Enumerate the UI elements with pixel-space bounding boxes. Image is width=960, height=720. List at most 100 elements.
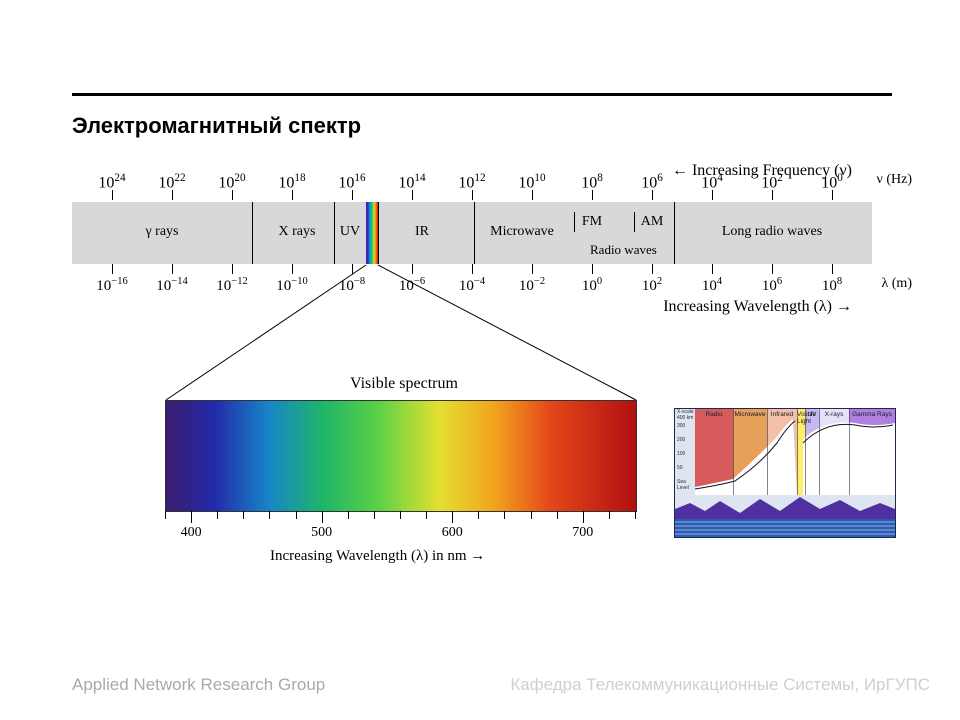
freq-tick (652, 190, 653, 200)
wave-unit: λ (m) (881, 276, 912, 292)
freq-tick (712, 190, 713, 200)
visible-tick (296, 511, 297, 519)
wave-tick (292, 264, 293, 274)
wave-tick-label: 10−6 (399, 276, 425, 295)
visible-tick (531, 511, 532, 519)
visible-tick (635, 511, 636, 519)
wave-tick-label: 106 (762, 276, 782, 295)
footer-left: Applied Network Research Group (72, 675, 325, 695)
thumb-separator (733, 409, 734, 495)
segment-label: X rays (279, 224, 316, 240)
segment-label: FM (582, 214, 602, 230)
wave-tick-label: 10−4 (459, 276, 485, 295)
spectrum-band: γ rays X rays UV IR Microwave FM AM Long radio … (72, 202, 872, 264)
wave-tick (232, 264, 233, 274)
wave-heading: Increasing Wavelength (λ) → (663, 298, 852, 316)
wave-tick (352, 264, 353, 274)
visible-tick (557, 511, 558, 519)
segment-divider (574, 212, 575, 232)
segment-label: Long radio waves (722, 224, 822, 240)
wave-tick (412, 264, 413, 274)
wave-tick (172, 264, 173, 274)
visible-tick (400, 511, 401, 519)
segment-divider (334, 202, 335, 264)
visible-tick (269, 511, 270, 519)
wave-tick-label: 108 (822, 276, 842, 295)
visible-tick (217, 511, 218, 519)
sea-level-icon (675, 519, 895, 537)
wave-tick (832, 264, 833, 274)
visible-tick (348, 511, 349, 519)
visible-tick (243, 511, 244, 519)
wave-tick (532, 264, 533, 274)
wave-tick (772, 264, 773, 274)
freq-tick (172, 190, 173, 200)
segment-label: γ rays (145, 224, 178, 240)
freq-unit: ν (Hz) (877, 172, 912, 188)
top-rule (72, 93, 892, 96)
visible-ticks (165, 511, 635, 521)
thumb-separator (767, 409, 768, 495)
visible-tick-label: 400 (181, 525, 202, 541)
em-spectrum: ← Increasing Frequency (ν) ν (Hz) γ rays… (72, 162, 892, 372)
visible-tick-label: 700 (572, 525, 593, 541)
wave-tick (472, 264, 473, 274)
visible-tick (452, 511, 453, 523)
page-title: Электромагнитный спектр (72, 113, 361, 139)
visible-tick (191, 511, 192, 523)
visible-tick (609, 511, 610, 519)
visible-tick (478, 511, 479, 519)
wave-tick (112, 264, 113, 274)
freq-tick (592, 190, 593, 200)
thumb-separator (797, 409, 798, 495)
wave-tick (712, 264, 713, 274)
segment-divider (674, 202, 675, 264)
visible-tick (504, 511, 505, 519)
visible-tick (165, 511, 166, 519)
wave-tick-label: 10−12 (216, 276, 247, 295)
wave-tick-label: 102 (642, 276, 662, 295)
freq-tick (412, 190, 413, 200)
freq-tick (532, 190, 533, 200)
wave-tick-label: 100 (582, 276, 602, 295)
wave-tick (592, 264, 593, 274)
wave-tick-label: 10−16 (96, 276, 127, 295)
segment-divider (252, 202, 253, 264)
freq-tick (772, 190, 773, 200)
visible-axis-label: Increasing Wavelength (λ) in nm → (270, 548, 485, 565)
thumb-separator (849, 409, 850, 495)
wave-tick (652, 264, 653, 274)
segment-divider (634, 212, 635, 232)
visible-tick-label: 500 (311, 525, 332, 541)
segment-divider (378, 202, 379, 264)
visible-tick (583, 511, 584, 523)
freq-tick (832, 190, 833, 200)
segment-label: AM (641, 214, 664, 230)
wave-tick-label: 10−14 (156, 276, 187, 295)
wave-tick-label: 10−2 (519, 276, 545, 295)
radio-sublabel: Radio waves (590, 242, 657, 258)
wave-tick-label: 10−10 (276, 276, 307, 295)
thumb-separator (805, 409, 806, 495)
segment-label: IR (415, 224, 429, 240)
freq-tick (112, 190, 113, 200)
visible-tick-label: 600 (442, 525, 463, 541)
freq-tick (472, 190, 473, 200)
segment-label: Microwave (490, 224, 554, 240)
mountain-icon (675, 491, 895, 519)
visible-strip (366, 202, 378, 264)
visible-tick (426, 511, 427, 519)
visible-tick (322, 511, 323, 523)
absorption-thumbnail: Gamma RaysX-raysUVVisible LightInfraredM… (674, 408, 896, 538)
visible-title: Visible spectrum (350, 375, 458, 393)
visible-tick (374, 511, 375, 519)
thumb-separator (819, 409, 820, 495)
absorption-curve-icon (675, 409, 895, 495)
wave-tick-label: 10−8 (339, 276, 365, 295)
visible-spectrum (165, 400, 637, 512)
wave-tick-label: 104 (702, 276, 722, 295)
freq-tick (352, 190, 353, 200)
segment-divider (474, 202, 475, 264)
freq-tick (292, 190, 293, 200)
segment-label: UV (340, 224, 360, 240)
